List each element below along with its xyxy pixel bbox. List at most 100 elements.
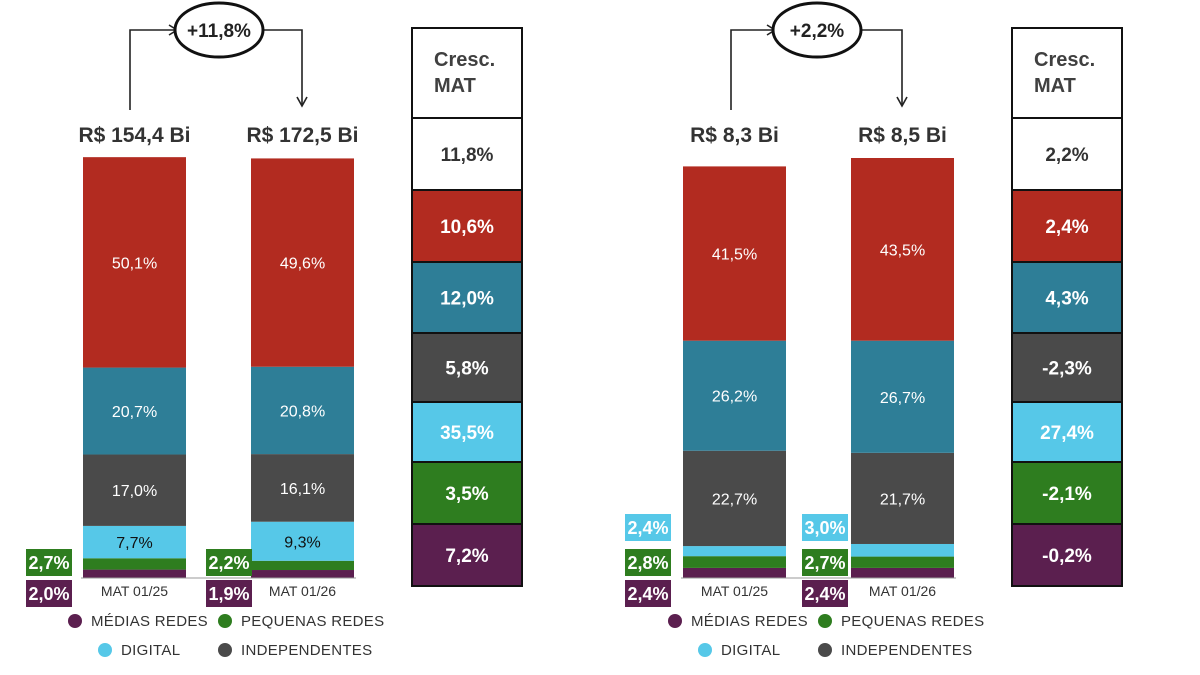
bar-segment-digital — [683, 546, 786, 557]
small-value-label: 2,0% — [28, 584, 69, 604]
legend-dot-icon — [818, 614, 832, 628]
category-label: MAT 01/25 — [701, 583, 768, 599]
bar-segment-grandes-redes — [683, 166, 786, 341]
growth-cell-medias-redes — [1011, 523, 1123, 587]
growth-header-line2: MAT — [434, 75, 476, 97]
bar-segment-grandes-redes — [83, 157, 186, 368]
small-value-label: 2,4% — [804, 584, 845, 604]
small-value-label: 2,2% — [208, 553, 249, 573]
small-value-badge — [625, 549, 671, 576]
segment-value-label: 49,6% — [280, 256, 325, 273]
category-label: MAT 01/26 — [269, 583, 336, 599]
legend-label: PEQUENAS REDES — [241, 613, 384, 630]
callout-arrow-right — [263, 29, 303, 105]
callout-arrow-left — [129, 29, 175, 110]
segment-value-label: 22,7% — [712, 491, 757, 508]
legend-label: MÉDIAS REDES — [91, 613, 208, 630]
segment-value-label: 7,7% — [116, 535, 152, 552]
bar-total-label: R$ 154,4 Bi — [78, 124, 190, 147]
legend-dot-icon — [218, 643, 232, 657]
callout-arrow-right — [861, 29, 903, 105]
arrowhead-icon — [296, 96, 308, 108]
legend-label: MÉDIAS REDES — [691, 613, 808, 630]
category-label: MAT 01/25 — [101, 583, 168, 599]
legend-dot-icon — [698, 643, 712, 657]
bar-segment-medias-redes — [683, 567, 786, 578]
segment-value-label: 17,0% — [112, 483, 157, 500]
legend-item-pequenas-redes: PEQUENAS REDES — [818, 613, 984, 630]
legend-label: INDEPENDENTES — [241, 642, 372, 659]
legend-dot-icon — [98, 643, 112, 657]
bar-segment-farmacias — [251, 366, 354, 455]
legend-dot-icon — [818, 643, 832, 657]
growth-header-line1: Cresc. — [434, 49, 495, 71]
small-value-badge — [802, 549, 848, 576]
legend-dot-icon — [668, 614, 682, 628]
legend-item-digital: DIGITAL — [98, 642, 180, 659]
growth-value-label: 2,4% — [1045, 217, 1088, 238]
small-value-label: 2,7% — [28, 553, 69, 573]
bar-total-label: R$ 8,3 Bi — [690, 124, 779, 147]
bar-segment-farmacias — [851, 340, 954, 453]
growth-value-label: 11,8% — [441, 145, 494, 166]
growth-cell-independentes — [411, 332, 523, 403]
growth-value-label: -0,2% — [1042, 546, 1092, 567]
segment-value-label: 16,1% — [280, 481, 325, 498]
growth-cell-grandes-redes — [1011, 189, 1123, 263]
growth-callout-label: +11,8% — [187, 21, 251, 42]
segment-value-label: 20,8% — [280, 403, 325, 420]
legend-item-independentes: INDEPENDENTES — [218, 642, 372, 659]
small-value-label: 3,0% — [804, 518, 845, 538]
bar-segment-independentes — [851, 452, 954, 544]
bar-segment-independentes — [683, 450, 786, 547]
small-value-badge — [625, 514, 671, 541]
growth-cell-farmacias — [411, 261, 523, 334]
small-value-badge — [206, 549, 252, 576]
legend-label: INDEPENDENTES — [841, 642, 972, 659]
growth-value-label: 10,6% — [440, 217, 494, 238]
growth-value-label: 4,3% — [1045, 289, 1088, 310]
bar-segment-pequenas-redes — [851, 556, 954, 568]
growth-cell-farmacias — [1011, 261, 1123, 334]
growth-cell-medias-redes — [411, 523, 523, 587]
growth-cell-digital — [1011, 401, 1123, 463]
small-value-badge — [625, 580, 671, 607]
bar-segment-medias-redes — [83, 569, 186, 578]
small-value-label: 2,4% — [627, 518, 668, 538]
legend-label: DIGITAL — [721, 642, 780, 659]
small-value-badge — [26, 549, 72, 576]
growth-value-label: -2,1% — [1042, 484, 1092, 505]
growth-value-label: 35,5% — [440, 423, 494, 444]
segment-value-label: 9,3% — [284, 534, 320, 551]
small-value-label: 2,7% — [804, 553, 845, 573]
growth-value-label: 27,4% — [1040, 423, 1094, 444]
bar-segment-pequenas-redes — [83, 558, 186, 570]
legend-dot-icon — [68, 614, 82, 628]
growth-header-line1: Cresc. — [1034, 49, 1095, 71]
growth-value-label: 7,2% — [445, 546, 488, 567]
segment-value-label: 21,7% — [880, 491, 925, 508]
growth-cell-digital — [411, 401, 523, 463]
bar-segment-digital — [83, 525, 186, 559]
growth-cell-total — [411, 117, 523, 191]
legend-item-medias-redes: MÉDIAS REDES — [668, 613, 808, 630]
category-label: MAT 01/26 — [869, 583, 936, 599]
bar-total-label: R$ 8,5 Bi — [858, 124, 947, 147]
bar-segment-digital — [851, 543, 954, 557]
bar-segment-independentes — [251, 454, 354, 522]
growth-callout-ellipse — [771, 1, 863, 59]
arrowhead-icon — [896, 96, 908, 108]
callout-arrow-left — [730, 29, 773, 110]
small-value-label: 2,8% — [627, 553, 668, 573]
growth-callout-label: +2,2% — [790, 21, 845, 42]
legend-item-digital: DIGITAL — [698, 642, 780, 659]
growth-value-label: -2,3% — [1042, 359, 1092, 380]
bar-segment-grandes-redes — [851, 158, 954, 341]
segment-value-label: 50,1% — [112, 255, 157, 272]
growth-cell-pequenas-redes — [1011, 461, 1123, 525]
growth-header-line2: MAT — [1034, 75, 1076, 97]
growth-value-label: 12,0% — [440, 289, 494, 310]
bar-segment-farmacias — [683, 340, 786, 451]
bar-segment-pequenas-redes — [683, 556, 786, 568]
